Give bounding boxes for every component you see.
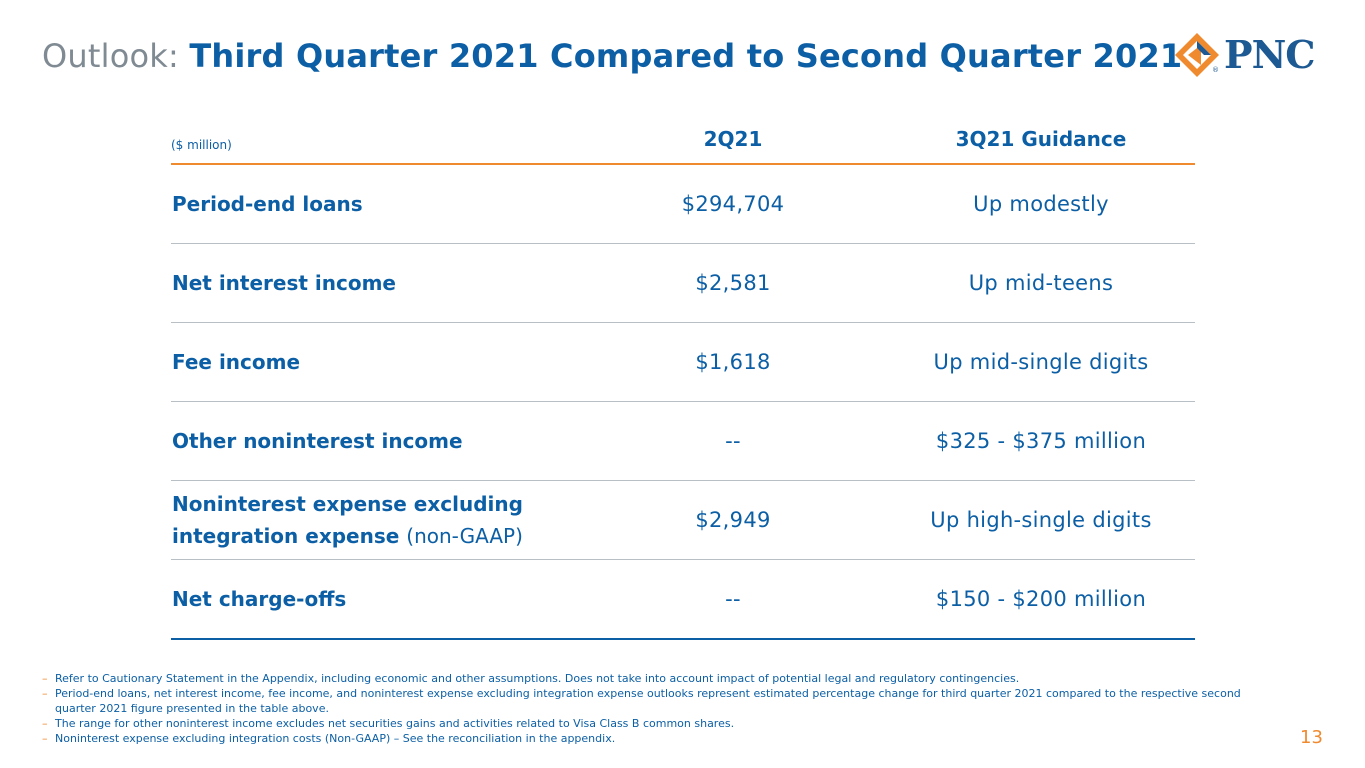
row-label: Net charge-offs xyxy=(172,560,346,638)
column-header-3q21-guidance: 3Q21 Guidance xyxy=(955,127,1127,151)
value-2q21: -- xyxy=(725,587,741,611)
row-label-note: (non-GAAP) xyxy=(406,524,523,548)
footnote: Refer to Cautionary Statement in the App… xyxy=(42,671,1252,686)
value-3q21-guidance: Up mid-teens xyxy=(968,271,1114,295)
pnc-mark-icon xyxy=(1175,33,1219,77)
row-label-text: Other noninterest income xyxy=(172,429,463,453)
table-header: ($ million) 2Q21 3Q21 Guidance xyxy=(171,120,1195,165)
outlook-table: ($ million) 2Q21 3Q21 Guidance Period-en… xyxy=(171,120,1195,640)
value-2q21: $294,704 xyxy=(681,192,785,216)
row-label: Noninterest expense excluding integratio… xyxy=(172,481,523,559)
value-2q21: -- xyxy=(725,429,741,453)
row-label: Fee income xyxy=(172,323,300,401)
row-label: Period-end loans xyxy=(172,165,363,243)
footnote: Period-end loans, net interest income, f… xyxy=(42,686,1252,716)
logo-wordmark: PNC xyxy=(1224,32,1316,77)
value-3q21-guidance: Up mid-single digits xyxy=(933,350,1149,374)
row-label-line2: integration expense xyxy=(172,524,400,548)
footnote: Noninterest expense excluding integratio… xyxy=(42,731,1252,746)
table-row: Period-end loans $294,704 Up modestly xyxy=(171,165,1195,244)
registered-mark: ® xyxy=(1212,66,1219,74)
table-row: Noninterest expense excluding integratio… xyxy=(171,481,1195,560)
value-3q21-guidance: $150 - $200 million xyxy=(935,587,1147,611)
row-label-text: Net interest income xyxy=(172,271,396,295)
row-label-text: Fee income xyxy=(172,350,301,374)
table-row: Fee income $1,618 Up mid-single digits xyxy=(171,323,1195,402)
value-2q21: $1,618 xyxy=(695,350,771,374)
value-2q21: $2,949 xyxy=(695,508,771,532)
page-number: 13 xyxy=(1300,727,1323,748)
title-prefix: Outlook: xyxy=(42,37,179,75)
column-header-2q21: 2Q21 xyxy=(703,127,763,151)
footnote: The range for other noninterest income e… xyxy=(42,716,1252,731)
value-3q21-guidance: Up modestly xyxy=(973,192,1109,216)
table-row: Net charge-offs -- $150 - $200 million xyxy=(171,560,1195,640)
row-label: Net interest income xyxy=(172,244,396,322)
row-label-text: Period-end loans xyxy=(172,192,363,216)
row-label: Other noninterest income xyxy=(172,402,463,480)
value-3q21-guidance: $325 - $375 million xyxy=(935,429,1147,453)
value-2q21: $2,581 xyxy=(695,271,771,295)
value-3q21-guidance: Up high-single digits xyxy=(930,508,1152,532)
pnc-logo: ® PNC xyxy=(1174,32,1334,78)
row-label-line1: Noninterest expense excluding xyxy=(172,492,523,516)
unit-label: ($ million) xyxy=(171,138,232,152)
table-row: Other noninterest income -- $325 - $375 … xyxy=(171,402,1195,481)
title-main: Third Quarter 2021 Compared to Second Qu… xyxy=(189,37,1183,75)
table-row: Net interest income $2,581 Up mid-teens xyxy=(171,244,1195,323)
row-label-text: Net charge-offs xyxy=(172,587,347,611)
page-title: Outlook: Third Quarter 2021 Compared to … xyxy=(42,34,1182,78)
footnotes: Refer to Cautionary Statement in the App… xyxy=(42,671,1252,746)
